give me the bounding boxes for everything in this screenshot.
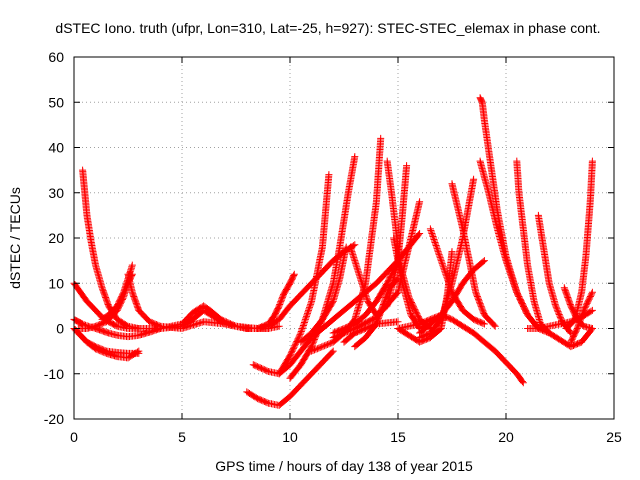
y-tick-label: 0 — [56, 321, 64, 337]
data-marks — [70, 94, 596, 409]
x-tick-label: 25 — [606, 429, 622, 445]
series-24 — [351, 275, 402, 351]
series-marks — [416, 257, 488, 337]
series-marks — [476, 94, 532, 319]
x-tick-label: 15 — [390, 429, 406, 445]
series-marks — [426, 225, 488, 328]
x-tick-label: 0 — [70, 429, 78, 445]
series-18 — [297, 243, 350, 346]
x-axis-label: GPS time / hours of day 138 of year 2015 — [215, 458, 473, 474]
y-tick-label: 20 — [48, 230, 64, 246]
series-marks — [524, 306, 596, 332]
series-5 — [79, 166, 143, 332]
y-tick-label: -20 — [44, 411, 64, 427]
y-tick-label: 60 — [48, 49, 64, 65]
series-40 — [563, 157, 596, 332]
y-axis: -20 -10 0 10 20 30 40 50 60 — [44, 49, 614, 427]
chart-title: dSTEC Iono. truth (ufpr, Lon=310, Lat=-2… — [55, 20, 600, 36]
y-tick-label: 30 — [48, 185, 64, 201]
series-marks — [545, 325, 596, 351]
series-19 — [308, 134, 385, 355]
series-marks — [297, 243, 350, 346]
series-marks — [243, 270, 298, 332]
series-32 — [448, 180, 499, 330]
series-14 — [243, 347, 337, 409]
series-31 — [416, 257, 488, 337]
series-marks — [243, 347, 337, 409]
x-axis: 0 5 10 15 20 25 — [70, 57, 622, 445]
series-29 — [426, 225, 488, 328]
series-37 — [545, 325, 596, 351]
series-marks — [329, 257, 402, 337]
series-16 — [275, 171, 333, 378]
series-13 — [243, 270, 298, 332]
series-marks — [563, 157, 596, 332]
x-tick-label: 20 — [498, 429, 514, 445]
series-35 — [513, 157, 553, 337]
series-33 — [476, 94, 532, 319]
series-41 — [524, 306, 596, 332]
series-marks — [448, 180, 499, 330]
y-tick-label: 10 — [48, 275, 64, 291]
y-axis-label: dSTEC / TECUs — [7, 187, 23, 289]
series-marks — [513, 157, 553, 337]
series-marks — [308, 134, 385, 355]
series-marks — [351, 275, 402, 351]
series-21 — [329, 257, 402, 337]
series-marks — [124, 270, 186, 332]
series-marks — [275, 171, 333, 378]
y-tick-label: -10 — [44, 366, 64, 382]
x-tick-label: 5 — [178, 429, 186, 445]
y-tick-label: 50 — [48, 94, 64, 110]
series-marks — [79, 166, 143, 332]
series-8 — [124, 270, 186, 332]
series-marks — [476, 157, 553, 337]
series-34 — [476, 157, 553, 337]
y-tick-label: 40 — [48, 140, 64, 156]
x-tick-label: 10 — [282, 429, 298, 445]
